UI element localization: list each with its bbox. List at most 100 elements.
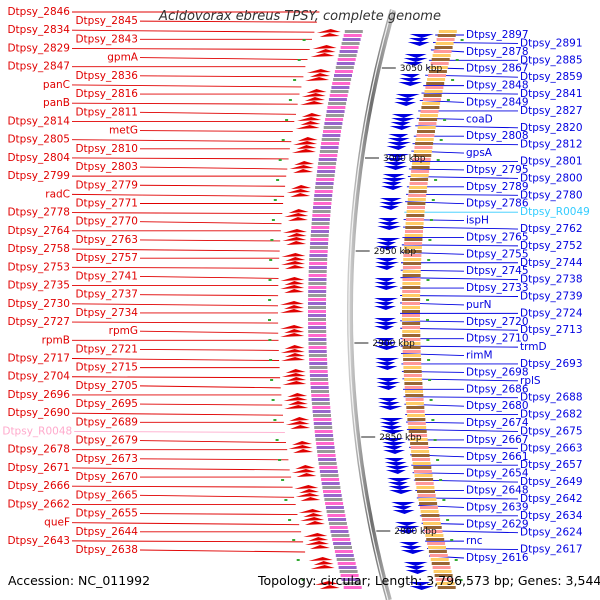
right-cog-strip (433, 570, 452, 573)
leader-line (71, 540, 304, 543)
left-cog-strip (323, 126, 342, 129)
right-feature-label: Dtpsy_2878 (466, 46, 529, 58)
right-cog-strip (402, 322, 421, 325)
right-cog-strip (417, 494, 436, 497)
orf-marker (288, 519, 292, 521)
orf-marker (426, 279, 430, 281)
orf-marker (455, 59, 459, 61)
left-cog-strip (313, 202, 332, 205)
left-cog-strip (308, 322, 327, 325)
orf-marker (434, 179, 438, 181)
left-strand-gene (281, 373, 306, 377)
left-strand-gene (281, 261, 306, 265)
right-feature-label: Dtpsy_2859 (520, 71, 583, 83)
left-cog-strip (308, 314, 326, 317)
left-cog-strip (308, 266, 327, 269)
left-strand-gene (280, 277, 305, 281)
right-strand-gene (375, 366, 398, 370)
right-feature-label: Dtpsy_2739 (520, 291, 583, 303)
right-strand-gene (374, 286, 399, 290)
left-strand-gene (280, 285, 305, 289)
orf-marker (436, 159, 440, 161)
left-strand-gene (289, 165, 314, 169)
right-cog-strip (403, 374, 422, 377)
right-strand-gene (387, 138, 410, 142)
left-cog-strip (308, 306, 326, 309)
left-cog-strip (344, 30, 363, 33)
left-strand-gene (305, 541, 330, 545)
left-cog-strip (328, 102, 347, 105)
right-cog-strip (427, 78, 446, 81)
left-feature-label: Dtpsy_2843 (75, 33, 138, 45)
left-cog-strip (328, 518, 347, 521)
right-feature-label: Dtpsy_2624 (520, 527, 583, 539)
right-cog-strip (421, 514, 440, 517)
left-feature-label: Dtpsy_2737 (75, 289, 138, 301)
orf-marker (439, 139, 443, 141)
left-cog-strip (309, 370, 328, 373)
right-cog-strip (426, 82, 445, 85)
right-cog-strip (407, 202, 426, 205)
right-strand-gene (398, 82, 423, 86)
left-cog-strip (310, 378, 329, 381)
right-cog-strip (423, 94, 442, 97)
right-cog-strip (430, 62, 449, 65)
left-strand-gene (283, 397, 308, 401)
left-feature-label: Dtpsy_2814 (7, 115, 70, 127)
right-cog-strip (407, 414, 425, 417)
orf-marker (428, 239, 432, 241)
leader-line (139, 440, 287, 444)
orf-marker (460, 39, 464, 41)
leader-line (71, 412, 284, 416)
right-strand-gene (389, 490, 414, 494)
left-cog-strip (316, 178, 335, 181)
left-strand-gene (304, 521, 325, 525)
right-cog-strip (406, 406, 425, 409)
right-cog-strip (406, 210, 425, 213)
left-strand-gene (316, 29, 341, 33)
left-strand-gene (287, 401, 308, 405)
left-cog-strip (318, 158, 337, 161)
orf-marker (429, 399, 433, 401)
left-strand-gene (288, 209, 309, 213)
orf-marker (276, 179, 280, 181)
right-strand-gene (378, 406, 403, 410)
left-cog-strip (328, 522, 347, 525)
right-cog-strip (402, 338, 421, 341)
right-cog-strip (403, 258, 422, 261)
left-feature-label: Dtpsy_2721 (75, 343, 138, 355)
right-strand-gene (387, 478, 412, 482)
left-cog-strip (321, 138, 340, 141)
map-title: Acidovorax ebreus TPSY, complete genome (158, 9, 441, 24)
leader-line (71, 139, 292, 143)
right-cog-strip (402, 290, 421, 293)
right-cog-strip (421, 106, 440, 109)
right-cog-strip (403, 254, 422, 257)
right-cog-strip (410, 442, 429, 445)
right-cog-strip (431, 58, 450, 61)
right-cog-strip (405, 230, 423, 233)
right-feature-label: Dtpsy_2682 (520, 409, 583, 421)
right-cog-strip (402, 318, 420, 321)
right-cog-strip (403, 358, 422, 361)
right-feature-label: Dtpsy_2762 (520, 223, 583, 235)
orf-marker (268, 279, 272, 281)
right-strand-gene (374, 302, 395, 306)
leader-line (71, 29, 315, 33)
left-cog-strip (309, 262, 328, 265)
left-strand-gene (294, 485, 319, 489)
right-strand-gene (389, 126, 412, 130)
left-strand-gene (281, 357, 306, 361)
right-cog-strip (435, 578, 454, 581)
left-cog-strip (308, 282, 327, 285)
right-strand-gene (404, 566, 425, 570)
right-cog-strip (410, 174, 429, 177)
right-cog-strip (406, 410, 425, 413)
right-strand-gene (376, 382, 401, 386)
left-cog-strip (312, 210, 331, 213)
left-strand-gene (309, 73, 330, 77)
left-cog-strip (326, 110, 345, 113)
left-cog-strip (308, 278, 327, 281)
right-cog-strip (402, 282, 421, 285)
left-cog-strip (313, 198, 332, 201)
